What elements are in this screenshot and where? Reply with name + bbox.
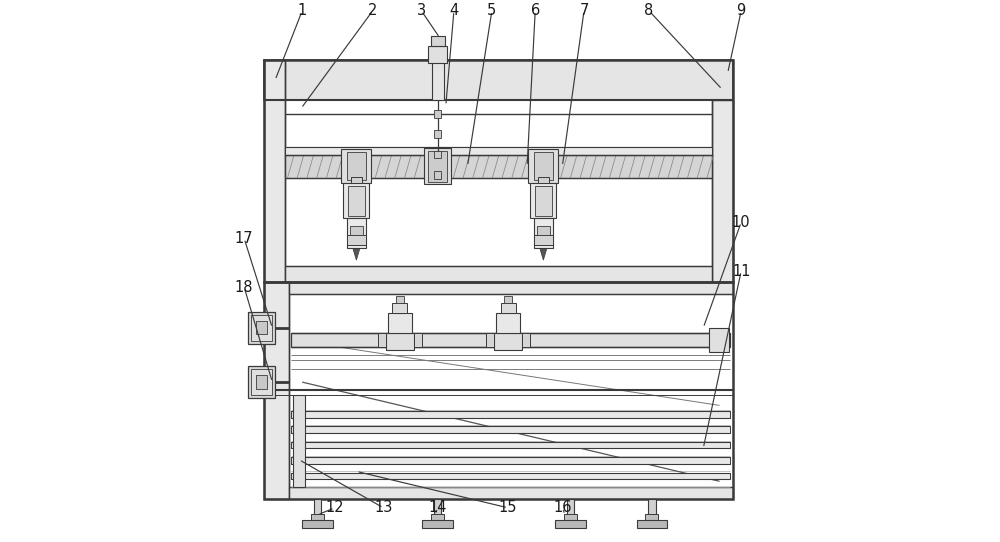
Bar [504,296,512,303]
Bar [289,282,733,294]
Bar [496,313,520,333]
Bar [428,151,447,182]
Bar [434,151,441,158]
Bar [264,60,285,282]
Bar [534,152,553,180]
Text: 10: 10 [732,215,751,230]
Bar [434,171,441,179]
Bar [414,333,422,347]
Bar [388,313,412,333]
Bar [341,150,371,183]
Text: 16: 16 [553,500,572,515]
Bar [392,303,407,313]
Polygon shape [353,249,360,260]
Text: 4: 4 [449,3,459,18]
Bar [564,514,577,520]
Text: 2: 2 [368,3,377,18]
Bar [291,427,730,433]
Bar [293,395,305,487]
Bar [264,282,733,499]
Bar [348,186,365,216]
Bar [256,375,267,389]
Bar [351,177,362,183]
Text: 13: 13 [374,500,393,515]
Text: 3: 3 [417,3,426,18]
Bar [494,333,522,350]
Bar [537,227,550,235]
Bar [248,366,275,398]
Text: 17: 17 [235,231,253,246]
Bar [522,333,530,347]
Text: 18: 18 [235,280,253,295]
Bar [343,183,369,218]
Bar [396,296,404,303]
Bar [289,487,733,499]
Bar [264,60,733,100]
Bar [428,46,447,63]
Text: 12: 12 [325,500,344,515]
Polygon shape [540,249,547,260]
Bar [248,312,275,344]
Bar [567,499,574,515]
Bar [538,177,549,183]
Bar [534,218,553,248]
Bar [709,328,729,352]
Bar [424,149,451,184]
Bar [486,333,494,347]
Bar [291,473,730,479]
Bar [311,514,324,520]
Bar [264,60,733,282]
Bar [432,46,444,100]
Bar [431,514,444,520]
Bar [251,315,272,341]
Text: 11: 11 [732,263,750,279]
Bar [256,321,267,334]
Bar [291,457,730,464]
Bar [535,186,552,216]
Bar [386,333,414,350]
Bar [285,147,712,155]
Bar [434,110,441,118]
Bar [378,333,386,347]
Bar [285,266,712,282]
Bar [285,155,712,178]
Bar [528,150,558,183]
Text: 1: 1 [298,3,307,18]
Text: 6: 6 [531,3,540,18]
Text: 14: 14 [428,500,447,515]
Bar [291,333,730,347]
Text: 9: 9 [737,3,746,18]
Bar [350,227,363,235]
Bar [530,183,556,218]
Bar [347,218,366,248]
Bar [291,442,730,448]
Bar [645,514,658,520]
Text: 15: 15 [499,500,517,515]
Bar [534,235,553,246]
Bar [302,520,333,528]
Bar [422,520,453,528]
Text: 7: 7 [579,3,589,18]
Bar [251,369,272,395]
Text: 5: 5 [487,3,496,18]
Bar [434,131,441,138]
Bar [347,235,366,246]
Bar [431,36,445,46]
Bar [291,411,730,417]
Bar [347,152,366,180]
Bar [712,100,733,282]
Bar [648,499,656,515]
Bar [501,303,516,313]
Text: 8: 8 [644,3,654,18]
Bar [314,499,321,515]
Bar [637,520,667,528]
Bar [264,282,289,499]
Bar [434,499,441,515]
Bar [555,520,586,528]
